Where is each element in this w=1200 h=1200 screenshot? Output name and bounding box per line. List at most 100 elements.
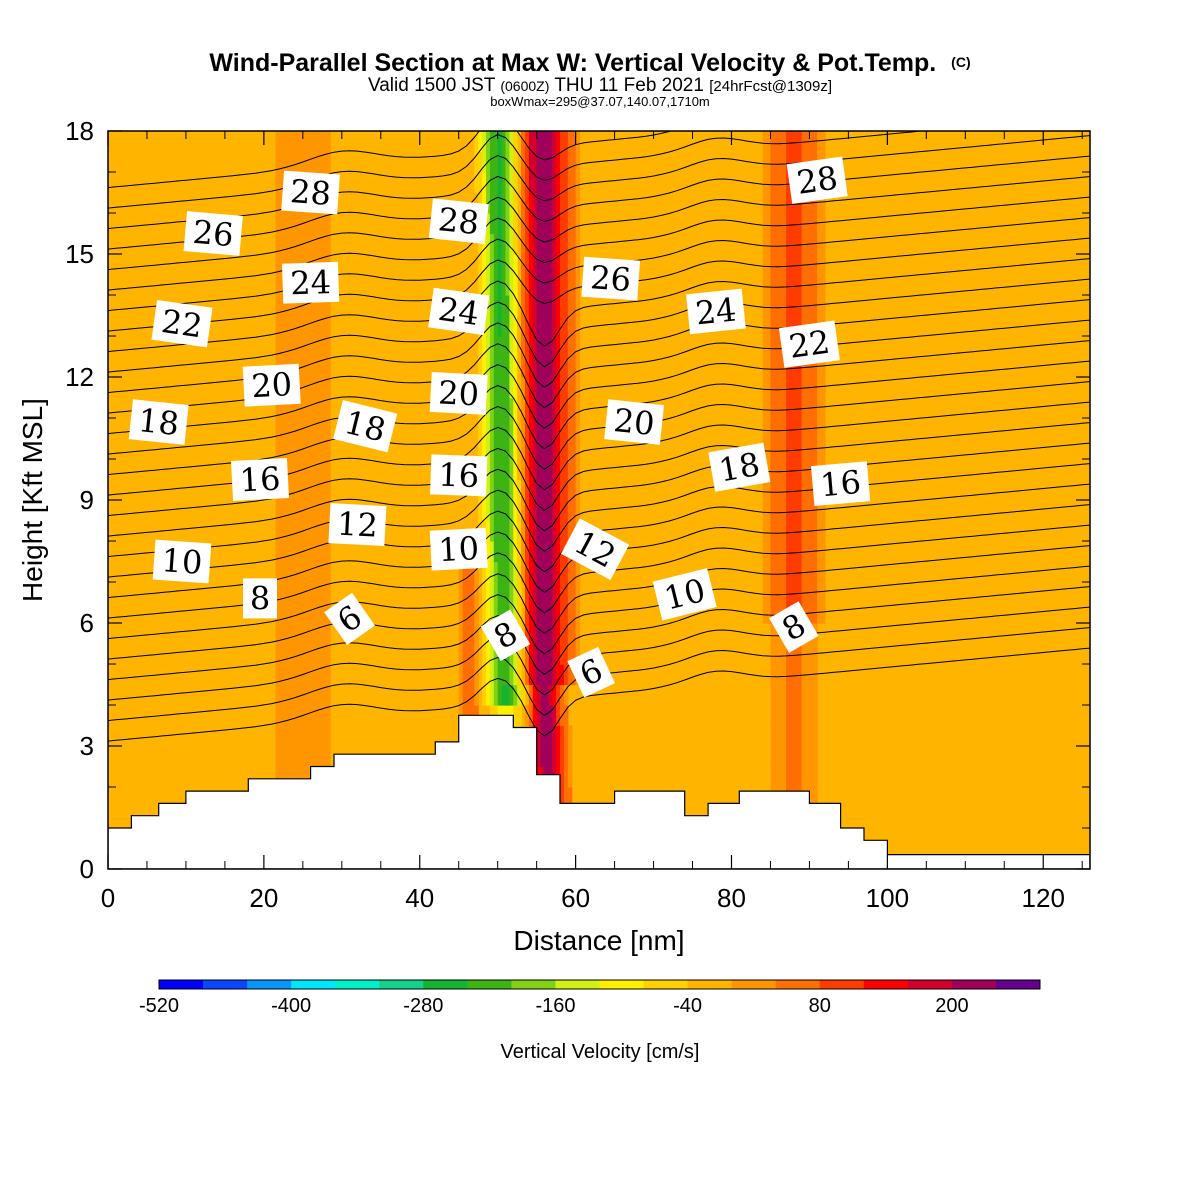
theta-label: 22	[151, 299, 213, 348]
velocity-cell	[521, 500, 526, 522]
velocity-cell	[458, 643, 464, 665]
velocity-cell	[762, 520, 768, 542]
theta-label-text: 10	[437, 529, 480, 569]
velocity-cell	[517, 684, 522, 706]
velocity-cell	[540, 315, 546, 337]
velocity-cell	[544, 131, 549, 153]
velocity-cell	[540, 131, 546, 153]
velocity-cell	[540, 274, 546, 296]
velocity-cell	[283, 746, 288, 768]
velocity-cell	[318, 131, 323, 153]
velocity-cell	[528, 315, 534, 337]
velocity-cell	[524, 233, 530, 255]
velocity-cell	[536, 192, 542, 214]
velocity-cell	[821, 356, 826, 378]
velocity-cell	[521, 684, 526, 706]
velocity-cell	[470, 561, 475, 583]
velocity-cell	[556, 500, 561, 522]
velocity-cell	[318, 397, 323, 419]
velocity-cell	[536, 172, 542, 194]
velocity-cell	[1031, 377, 1037, 399]
velocity-cell	[524, 418, 530, 440]
velocity-cell	[1015, 500, 1021, 522]
velocity-cell	[540, 397, 546, 419]
velocity-cell	[770, 459, 775, 481]
velocity-cell	[817, 192, 822, 214]
velocity-cell	[789, 705, 795, 727]
velocity-cell	[318, 582, 323, 604]
velocity-cell	[778, 213, 783, 235]
velocity-cell	[505, 500, 510, 522]
velocity-cell	[762, 315, 768, 337]
velocity-cell	[575, 336, 581, 358]
velocity-cell	[797, 459, 803, 481]
velocity-cell	[536, 643, 542, 665]
velocity-cell	[279, 254, 284, 276]
colorbar-tick-label: -520	[139, 995, 179, 1017]
velocity-cell	[302, 479, 308, 501]
velocity-cell	[556, 172, 561, 194]
velocity-cell	[797, 418, 803, 440]
velocity-cell	[563, 397, 569, 419]
velocity-cell	[1000, 418, 1005, 440]
velocity-cell	[326, 131, 331, 153]
velocity-cell	[770, 397, 775, 419]
colorbar-tick-label: -160	[535, 995, 575, 1017]
velocity-cell	[766, 172, 772, 194]
velocity-cell	[571, 274, 577, 296]
colorbar-segment	[907, 980, 953, 989]
velocity-cell	[797, 582, 803, 604]
velocity-cell	[571, 336, 577, 358]
velocity-cell	[540, 500, 546, 522]
velocity-cell	[517, 459, 522, 481]
theta-label: 16	[230, 458, 290, 501]
velocity-cell	[563, 131, 569, 153]
velocity-cell	[326, 459, 331, 481]
velocity-cell	[322, 561, 327, 583]
velocity-cell	[774, 664, 779, 686]
velocity-cell	[478, 438, 483, 460]
velocity-cell	[801, 131, 807, 153]
velocity-cell	[291, 479, 296, 501]
theta-label-box	[281, 261, 340, 304]
velocity-cell	[821, 233, 826, 255]
velocity-cell	[782, 295, 787, 317]
velocity-cell	[969, 438, 974, 460]
velocity-cell	[813, 397, 818, 419]
velocity-cell	[536, 602, 542, 624]
velocity-cell	[786, 418, 791, 440]
velocity-cell	[552, 541, 557, 563]
velocity-cell	[306, 602, 312, 624]
velocity-cell	[287, 623, 292, 645]
velocity-cell	[782, 438, 787, 460]
velocity-cell	[318, 315, 323, 337]
velocity-cell	[501, 213, 507, 235]
velocity-cell	[509, 582, 514, 604]
velocity-cell	[322, 356, 327, 378]
velocity-cell	[485, 438, 491, 460]
velocity-cell	[552, 254, 557, 276]
velocity-cell	[556, 623, 561, 645]
velocity-cell	[509, 274, 514, 296]
velocity-cell	[548, 418, 553, 440]
velocity-cell	[302, 541, 308, 563]
theta-label-box	[328, 503, 387, 547]
velocity-cell	[279, 684, 284, 706]
velocity-cell	[291, 766, 296, 788]
velocity-cell	[548, 459, 553, 481]
velocity-cell	[563, 643, 569, 665]
velocity-cell	[295, 602, 300, 624]
velocity-cell	[801, 479, 807, 501]
velocity-cell	[326, 377, 331, 399]
velocity-cell	[501, 500, 507, 522]
velocity-cell	[497, 192, 503, 214]
theta-label-box	[128, 399, 189, 445]
velocity-cell	[789, 233, 795, 255]
velocity-cell	[786, 766, 791, 788]
velocity-cell	[536, 520, 542, 542]
velocity-cell	[762, 131, 768, 153]
velocity-cell	[575, 315, 581, 337]
velocity-cell	[283, 561, 288, 583]
velocity-cell	[563, 295, 569, 317]
velocity-cell	[813, 438, 818, 460]
